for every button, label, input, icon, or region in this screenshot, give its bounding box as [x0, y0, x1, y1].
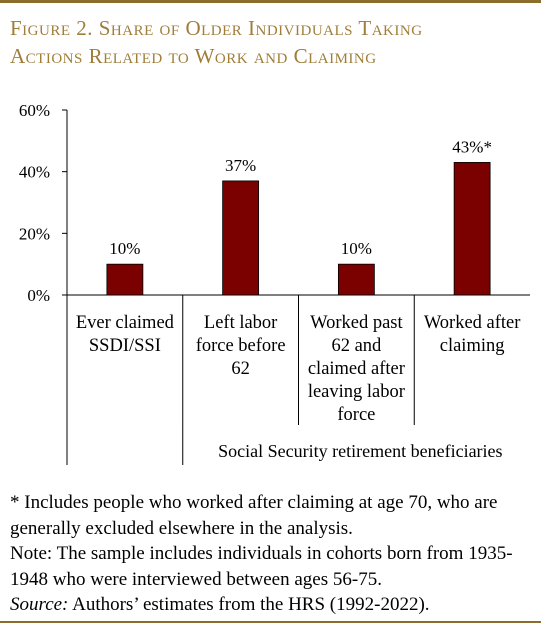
category-label: Ever claimed [76, 313, 175, 333]
category-label: claimed after [308, 359, 405, 379]
figure-title: Figure 2. Share of Older Individuals Tak… [10, 14, 535, 70]
category-label: force [337, 405, 375, 425]
group-label: Social Security retirement beneficiaries [218, 441, 502, 461]
y-tick-label: 40% [19, 163, 50, 182]
category-label: 62 and [331, 336, 382, 356]
category-label: leaving labor [308, 382, 405, 402]
source-text: Authors’ estimates from the HRS (1992-20… [68, 594, 430, 615]
top-rule [0, 0, 541, 3]
data-label: 37% [225, 156, 256, 175]
category-label: claiming [440, 336, 505, 356]
category-label: Worked after [424, 313, 521, 333]
category-label: SSDI/SSI [89, 336, 161, 356]
bottom-rule [0, 621, 541, 623]
bar [222, 180, 260, 296]
figure-title-line-2: Actions Related to Work and Claiming [10, 44, 377, 68]
data-label: 10% [341, 239, 372, 258]
footnote-asterisk: * Includes people who worked after claim… [10, 492, 498, 539]
category-label: 62 [231, 359, 250, 379]
category-label: Left labor [204, 313, 277, 333]
data-label: 10% [109, 239, 140, 258]
bar-chart: 0% 20% 40% 60% 10% Ever claimed SSDI/SSI 37% Lef… [19, 101, 530, 465]
source-note: Source: Authors’ estimates from the HRS … [10, 592, 535, 618]
bar [337, 263, 375, 296]
category-label: Worked past [310, 313, 403, 333]
sample-note: Note: The sample includes individuals in… [10, 543, 513, 590]
figure-title-line-1: Figure 2. Share of Older Individuals Tak… [10, 16, 423, 40]
bar [453, 162, 491, 296]
y-tick-label: 0% [27, 286, 50, 305]
bar [106, 263, 144, 296]
y-tick-label: 60% [19, 101, 50, 120]
source-label: Source: [10, 594, 69, 615]
y-tick-label: 20% [19, 224, 50, 243]
category-label: force before [196, 336, 286, 356]
data-label: 43%* [452, 137, 492, 156]
notes-section: * Includes people who worked after claim… [10, 490, 535, 618]
